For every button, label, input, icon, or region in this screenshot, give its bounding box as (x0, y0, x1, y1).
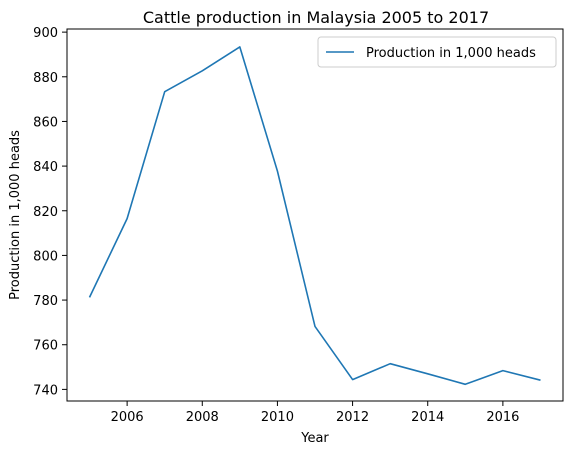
data-point (89, 297, 91, 299)
data-point (239, 46, 241, 48)
x-tick-label: 2010 (261, 410, 294, 425)
y-axis-title: Production in 1,000 heads (8, 130, 23, 300)
legend-box (317, 36, 557, 68)
data-point (465, 383, 467, 385)
plot-frame (66, 28, 564, 402)
x-axis-title: Year (300, 431, 329, 446)
chart-title: Cattle production in Malaysia 2005 to 20… (143, 8, 489, 27)
y-tick-label: 840 (33, 160, 58, 175)
data-point (540, 379, 542, 381)
data-point (427, 373, 429, 375)
data-point (126, 218, 128, 220)
y-tick-label: 800 (33, 249, 58, 264)
data-point (164, 91, 166, 93)
x-tick-label: 2008 (186, 410, 219, 425)
y-tick-label: 760 (33, 339, 58, 354)
y-tick-label: 880 (33, 71, 58, 86)
data-point (352, 379, 354, 381)
x-tick-label: 2014 (411, 410, 444, 425)
series-line (88, 46, 541, 386)
x-tick-label: 2016 (486, 410, 519, 425)
legend: Production in 1,000 heads (317, 36, 557, 68)
legend-label: Production in 1,000 heads (366, 46, 536, 61)
y-tick-label: 740 (33, 383, 58, 398)
y-tick-label: 780 (33, 294, 58, 309)
data-point (502, 370, 504, 372)
x-tick-label: 2006 (111, 410, 144, 425)
data-point (277, 170, 279, 172)
y-tick-label: 900 (33, 26, 58, 41)
data-point (314, 326, 316, 328)
y-tick-label: 860 (33, 115, 58, 130)
data-point (201, 70, 203, 72)
x-tick-label: 2012 (336, 410, 369, 425)
data-point (389, 363, 391, 365)
plot-area (88, 46, 542, 386)
y-tick-label: 820 (33, 205, 58, 220)
